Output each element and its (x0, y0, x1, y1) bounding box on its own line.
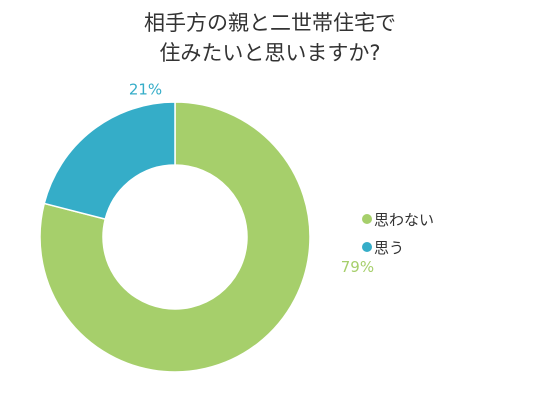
legend-swatch-omou (362, 242, 372, 252)
slice-omowanai (39, 101, 311, 373)
slice-label-omou: 21% (129, 80, 162, 98)
chart-legend: 思わない 思う (362, 205, 434, 261)
legend-item-omou: 思う (362, 233, 434, 261)
legend-label-omou: 思う (374, 238, 405, 257)
slice-omou (43, 101, 176, 221)
legend-label-omowanai: 思わない (374, 210, 435, 229)
chart-title: 相手方の親と二世帯住宅で 住みたいと思いますか? (0, 8, 540, 68)
slice-label-omowanai: 79% (341, 258, 374, 276)
chart-title-line-2: 住みたいと思いますか? (159, 41, 381, 65)
chart-title-line-1: 相手方の親と二世帯住宅で (144, 11, 396, 35)
legend-item-omowanai: 思わない (362, 205, 434, 233)
legend-swatch-omowanai (362, 214, 372, 224)
